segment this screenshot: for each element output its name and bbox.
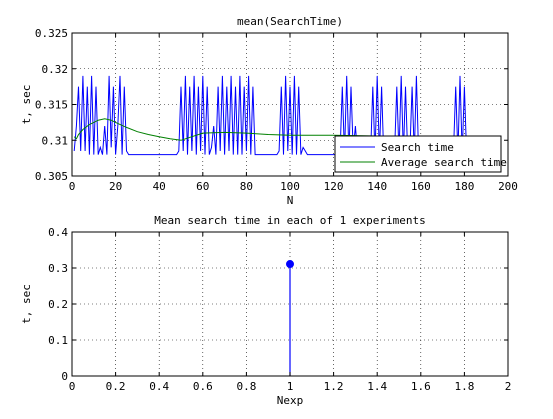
legend: Search time Average search time — [334, 135, 507, 173]
top-chart: 0 20 40 60 80 100 120 140 160 180 200 0.305 0.31 0.31… — [20, 15, 518, 207]
x-tick-label: 140 — [367, 180, 387, 193]
y-axis-label: t, sec — [20, 85, 33, 125]
data-point — [286, 260, 294, 269]
y-tick-label: 0.325 — [35, 27, 68, 40]
x-tick-label: 100 — [280, 180, 300, 193]
x-tick-label: 180 — [454, 180, 474, 193]
y-tick-label: 0.315 — [35, 99, 68, 112]
x-tick-label: 80 — [240, 180, 253, 193]
x-tick-label: 1 — [287, 380, 294, 393]
y-tick-label: 0.32 — [42, 63, 69, 76]
y-tick-label: 0.3 — [48, 262, 68, 275]
x-tick-label: 0.8 — [236, 380, 256, 393]
y-axis-label: t, sec — [20, 284, 33, 324]
y-tick-label: 0.31 — [42, 134, 69, 147]
x-tick-label: 20 — [109, 180, 122, 193]
x-tick-label: 1.4 — [367, 380, 387, 393]
x-axis-label: Nexp — [277, 394, 304, 407]
x-tick-label: 0.2 — [106, 380, 126, 393]
x-tick-label: 60 — [196, 180, 209, 193]
x-tick-label: 0.4 — [149, 380, 169, 393]
chart-title: mean(SearchTime) — [237, 15, 343, 28]
chart-title: Mean search time in each of 1 experiment… — [154, 214, 426, 227]
x-tick-label: 1.2 — [324, 380, 344, 393]
x-tick-label: 1.6 — [411, 380, 431, 393]
y-tick-label: 0 — [61, 370, 68, 383]
bottom-chart: 0 0.2 0.4 0.6 0.8 1 1.2 1.4 1.6 1.8 2 0 0.1 0.2 0.3 0.4… — [20, 214, 511, 407]
y-tick-label: 0.2 — [48, 298, 68, 311]
x-tick-label: 1.8 — [454, 380, 474, 393]
x-tick-label: 40 — [153, 180, 166, 193]
y-tick-label: 0.1 — [48, 334, 68, 347]
y-tick-label: 0.305 — [35, 170, 68, 183]
x-tick-label: 2 — [505, 380, 512, 393]
x-tick-label: 160 — [411, 180, 431, 193]
x-tick-label: 0 — [69, 180, 76, 193]
search-time-line — [73, 75, 487, 157]
x-tick-label: 0.6 — [193, 380, 213, 393]
x-tick-label: 0 — [69, 380, 76, 393]
average-search-time-line — [73, 118, 487, 141]
legend-search-time-label: Search time — [381, 141, 454, 154]
x-axis-label: N — [287, 194, 294, 207]
y-tick-label: 0.4 — [48, 226, 68, 239]
legend-average-search-time-label: Average search time — [381, 156, 507, 169]
x-tick-label: 120 — [324, 180, 344, 193]
x-tick-label: 200 — [498, 180, 518, 193]
legend-box — [334, 135, 502, 173]
